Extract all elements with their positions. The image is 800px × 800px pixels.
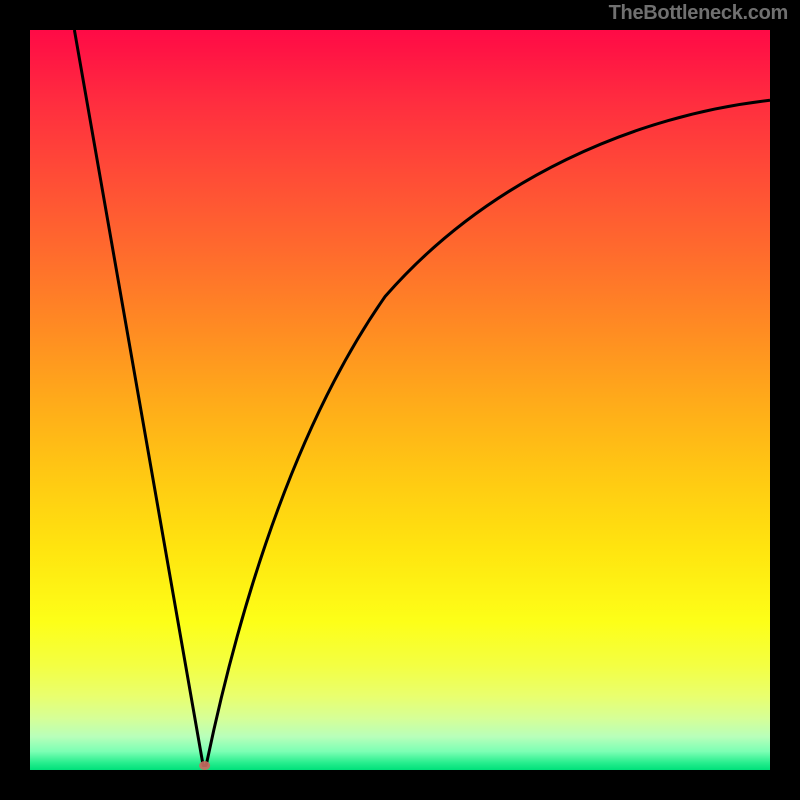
chart-svg	[30, 30, 770, 770]
chart-frame: TheBottleneck.com	[0, 0, 800, 800]
watermark-text: TheBottleneck.com	[609, 2, 788, 25]
plot-area	[30, 30, 770, 770]
gradient-background	[30, 30, 770, 770]
minimum-marker	[199, 761, 210, 770]
